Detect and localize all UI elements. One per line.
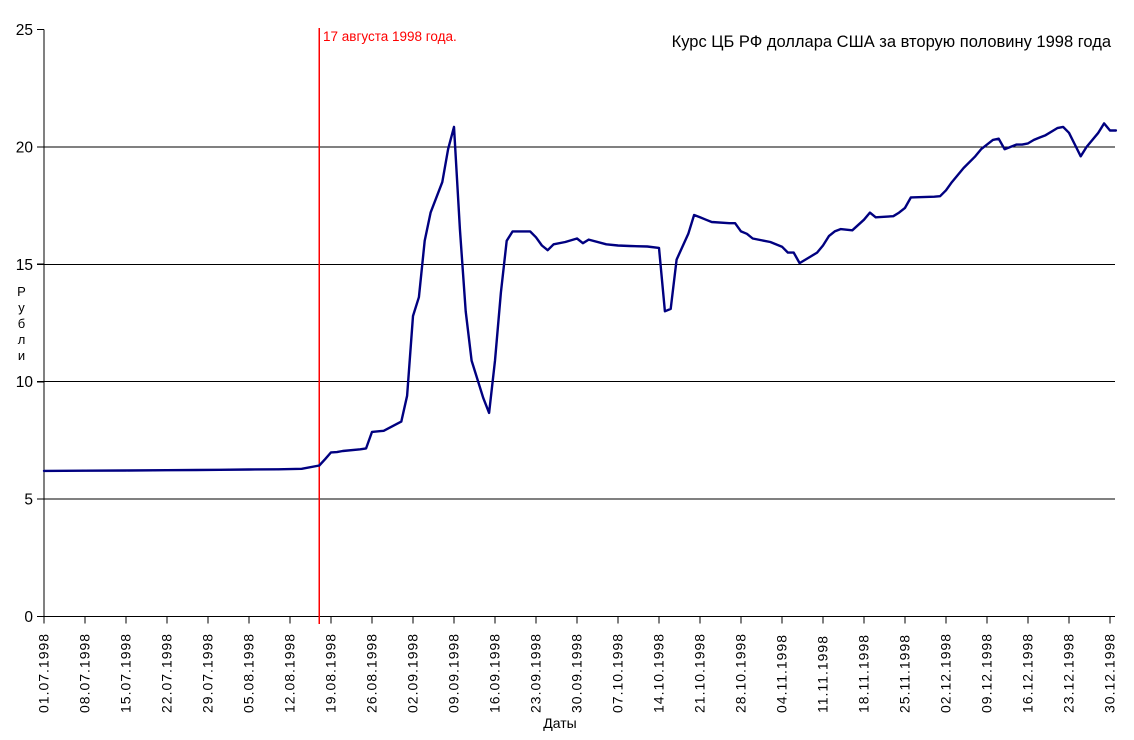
- x-tick-label: 12.08.1998: [282, 633, 298, 713]
- x-tick-label: 01.07.1998: [36, 633, 52, 713]
- x-tick-label: 19.08.1998: [323, 633, 339, 713]
- x-tick-label: 23.12.1998: [1061, 633, 1077, 713]
- x-tick-label: 09.09.1998: [446, 633, 462, 713]
- y-tick-label: 25: [16, 22, 33, 39]
- y-axis-title: Рубли: [14, 284, 29, 364]
- x-tick-label: 30.12.1998: [1102, 633, 1118, 713]
- crisis-date-label: 17 августа 1998 года.: [323, 29, 457, 44]
- x-tick-label: 29.07.1998: [200, 633, 216, 713]
- x-tick-label: 02.09.1998: [405, 633, 421, 713]
- x-tick-label: 11.11.1998: [815, 635, 831, 713]
- x-tick-label: 26.08.1998: [364, 633, 380, 713]
- x-tick-label: 07.10.1998: [610, 633, 626, 713]
- x-tick-label: 15.07.1998: [118, 633, 134, 713]
- x-tick-label: 08.07.1998: [77, 633, 93, 713]
- y-tick-label: 10: [16, 374, 34, 391]
- x-tick-label: 21.10.1998: [692, 633, 708, 713]
- x-tick-label: 16.09.1998: [487, 633, 503, 713]
- chart-title: Курс ЦБ РФ доллара США за вторую половин…: [671, 33, 1111, 51]
- y-tick-label: 15: [16, 257, 33, 274]
- exchange-rate-line: [42, 122, 1118, 473]
- x-tick-label: 14.10.1998: [651, 633, 667, 713]
- x-tick-label: 25.11.1998: [897, 634, 913, 713]
- x-tick-label: 18.11.1998: [856, 634, 872, 713]
- y-tick-label: 20: [16, 139, 34, 156]
- x-tick-label: 02.12.1998: [938, 633, 954, 713]
- x-tick-label: 04.11.1998: [774, 634, 790, 713]
- x-tick-label: 16.12.1998: [1020, 633, 1036, 713]
- x-tick-label: 30.09.1998: [569, 633, 585, 713]
- y-tick-label: 0: [24, 609, 33, 626]
- x-tick-label: 28.10.1998: [733, 633, 749, 713]
- x-tick-label: 23.09.1998: [528, 633, 544, 713]
- x-tick-label: 22.07.1998: [159, 633, 175, 713]
- x-tick-label: 09.12.1998: [979, 633, 995, 713]
- x-axis-title: Даты: [543, 715, 577, 731]
- x-tick-label: 05.08.1998: [241, 633, 257, 713]
- y-tick-label: 5: [24, 492, 33, 509]
